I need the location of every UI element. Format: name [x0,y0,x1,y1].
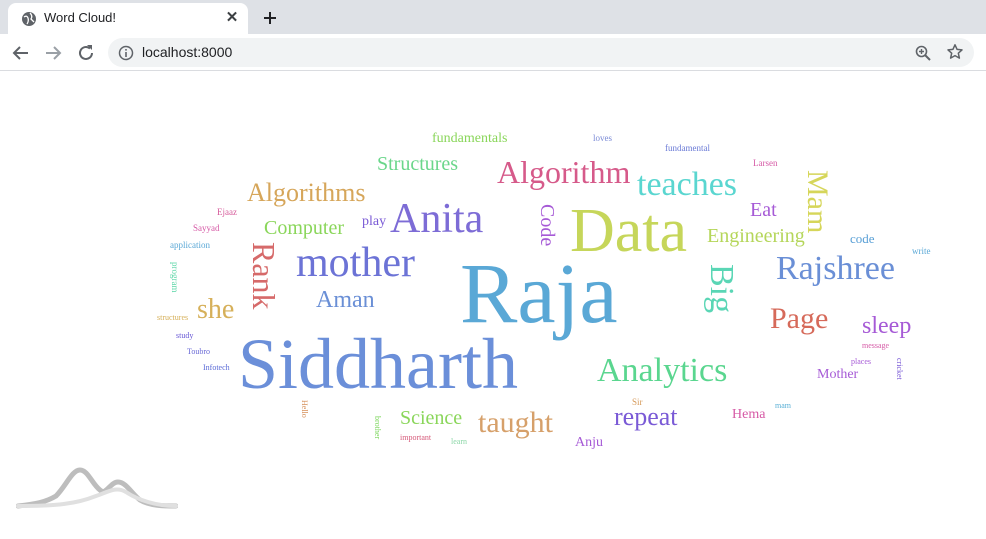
word-program: program [170,262,180,293]
browser-toolbar: localhost:8000 [0,34,986,71]
forward-arrow-icon[interactable] [41,41,65,65]
word-fundamental: fundamental [665,143,710,153]
word-cricket: cricket [895,358,904,380]
word-mother: Mother [817,367,859,382]
word-places: places [851,357,871,366]
word-infotech: Infotech [203,363,230,372]
word-siddharth: Siddharth [238,324,518,404]
new-tab-button[interactable] [256,4,284,32]
word-mam: Mam [801,170,834,234]
word-larsen: Larsen [753,158,778,168]
word-ejaaz: Ejaaz [217,207,237,217]
tab-title: Word Cloud! [44,10,117,25]
word-application: application [170,240,210,250]
star-icon[interactable] [946,43,964,61]
word-important: important [400,433,432,442]
word-anju: Anju [575,435,603,450]
word-rank: Rank [246,242,282,310]
reload-icon[interactable] [74,41,98,65]
back-arrow-icon[interactable] [9,41,33,65]
word-code: code [850,231,875,246]
tab-close-button[interactable]: ✕ [225,9,239,26]
word-science: Science [400,407,463,429]
url-text[interactable]: localhost:8000 [142,44,233,60]
word-engineering: Engineering [707,225,805,247]
word-sayyad: Sayyad [193,223,220,233]
browser-tab[interactable]: Word Cloud! ✕ [8,3,248,34]
word-message: message [862,341,890,350]
word-hema: Hema [732,407,766,422]
tab-strip: Word Cloud! ✕ [0,0,986,34]
word-mother: mother [296,240,415,286]
page-viewport: Raja Siddharth Data mother Anita Algorithm tea… [0,72,986,539]
word-play: play [362,214,387,229]
word-structures: structures [157,313,189,322]
word-algorithms: Algorithms [247,178,366,207]
word-teaches: teaches [637,166,738,203]
word-algorithm: Algorithm [497,154,631,190]
word-analytics: Analytics [597,352,728,389]
word-big: Big [703,264,740,314]
word-computer: Computer [264,217,344,239]
word-mam: mam [775,401,791,410]
word-structures: Structures [377,153,459,175]
word-she: she [197,294,235,325]
globe-icon [22,12,36,26]
word-eat: Eat [750,199,777,221]
word-repeat: repeat [614,402,678,431]
word-taught: taught [478,406,553,439]
info-icon[interactable] [118,45,134,61]
word-study: study [176,331,194,340]
word-aman: Aman [316,287,375,313]
word-sleep: sleep [862,313,912,339]
plus-icon [264,12,276,24]
zoom-icon[interactable] [914,44,932,62]
word-toubro: Toubro [187,347,210,356]
word-data: Data [570,197,688,265]
word-fundamentals: fundamentals [432,131,508,146]
word-sir: Sir [632,397,643,407]
word-raja: Raja [460,245,618,341]
word-anita: Anita [390,196,484,242]
word-hello: Hello [300,400,309,418]
mountain-logo-icon [16,467,178,509]
word-learn: learn [451,437,467,446]
word-brother: brother [373,416,382,440]
word-cloud: Raja Siddharth Data mother Anita Algorithm tea… [0,72,986,539]
word-loves: loves [593,133,612,143]
address-bar[interactable]: localhost:8000 [108,38,974,67]
word-rajshree: Rajshree [776,250,895,287]
word-page: Page [770,302,829,335]
word-write: write [912,246,931,256]
word-code: Code [536,204,558,247]
